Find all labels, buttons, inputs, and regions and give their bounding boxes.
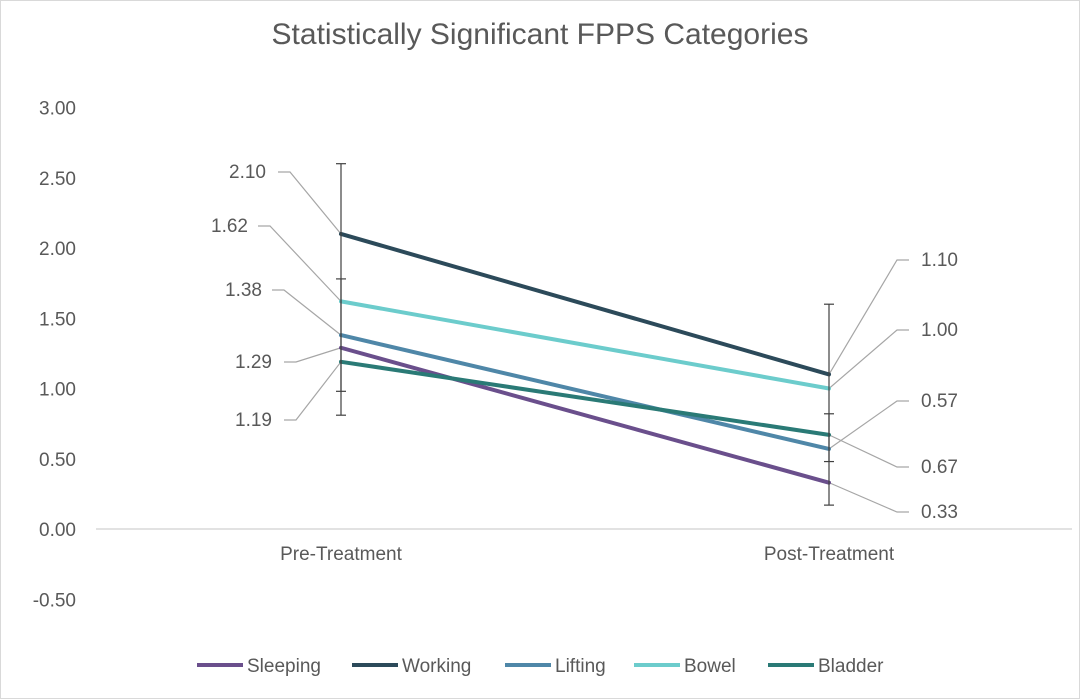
series-line-bladder bbox=[339, 359, 831, 437]
series-line-sleeping bbox=[339, 345, 831, 485]
legend-label-sleeping: Sleeping bbox=[247, 656, 321, 677]
legend: Sleeping Working Lifting Bowel Bladder bbox=[197, 656, 884, 677]
data-label-leader bbox=[272, 289, 342, 336]
data-label-leader bbox=[278, 171, 342, 235]
data-label-leaders bbox=[258, 171, 909, 513]
legend-label-bowel: Bowel bbox=[684, 656, 736, 677]
y-tick-label: 2.50 bbox=[39, 169, 76, 190]
data-label-leader bbox=[828, 482, 909, 513]
data-label-leader bbox=[258, 225, 342, 302]
series-line-working bbox=[339, 231, 831, 377]
y-tick-label: 0.00 bbox=[39, 520, 76, 541]
data-label-sleeping: 0.33 bbox=[921, 502, 958, 523]
legend-label-bladder: Bladder bbox=[818, 656, 884, 677]
data-label-bowel: 1.00 bbox=[921, 320, 958, 341]
legend-label-lifting: Lifting bbox=[555, 656, 606, 677]
error-bars bbox=[336, 163, 834, 506]
chart-title: Statistically Significant FPPS Categorie… bbox=[271, 18, 809, 51]
y-tick-label: 1.00 bbox=[39, 380, 76, 401]
y-axis: 3.00 2.50 2.00 1.50 1.00 0.50 0.00 -0.50 bbox=[33, 99, 76, 612]
y-tick-label: 3.00 bbox=[39, 99, 76, 120]
data-label-leader bbox=[828, 400, 909, 450]
data-label-leader bbox=[828, 259, 909, 375]
data-label-working: 1.10 bbox=[921, 250, 958, 271]
y-tick-label: 1.50 bbox=[39, 309, 76, 330]
x-axis: Pre-Treatment Post-Treatment bbox=[96, 528, 1072, 565]
data-label-sleeping: 1.29 bbox=[235, 352, 272, 373]
data-label-lifting: 1.38 bbox=[225, 280, 262, 301]
data-label-working: 2.10 bbox=[229, 162, 266, 183]
data-label-lifting: 0.57 bbox=[921, 391, 958, 412]
data-label-leader bbox=[284, 347, 342, 363]
data-label-bladder: 0.67 bbox=[921, 457, 958, 478]
data-label-leader bbox=[284, 361, 342, 421]
series-lines bbox=[339, 231, 831, 485]
data-label-bowel: 1.62 bbox=[211, 216, 248, 237]
data-label-bladder: 1.19 bbox=[235, 410, 272, 431]
series-line-lifting bbox=[339, 333, 831, 451]
y-tick-label: 2.00 bbox=[39, 239, 76, 260]
data-label-leader bbox=[828, 329, 909, 389]
legend-label-working: Working bbox=[402, 656, 471, 677]
data-labels: 1.29 0.33 2.10 1.10 1.38 0.57 1.62 1.00 1.19 0.67 bbox=[211, 162, 958, 523]
y-tick-label: 0.50 bbox=[39, 450, 76, 471]
x-tick-label: Pre-Treatment bbox=[280, 544, 402, 565]
x-tick-label: Post-Treatment bbox=[764, 544, 895, 565]
series-line-bowel bbox=[339, 299, 831, 391]
y-tick-label: -0.50 bbox=[33, 590, 76, 611]
data-label-leader bbox=[828, 434, 909, 468]
